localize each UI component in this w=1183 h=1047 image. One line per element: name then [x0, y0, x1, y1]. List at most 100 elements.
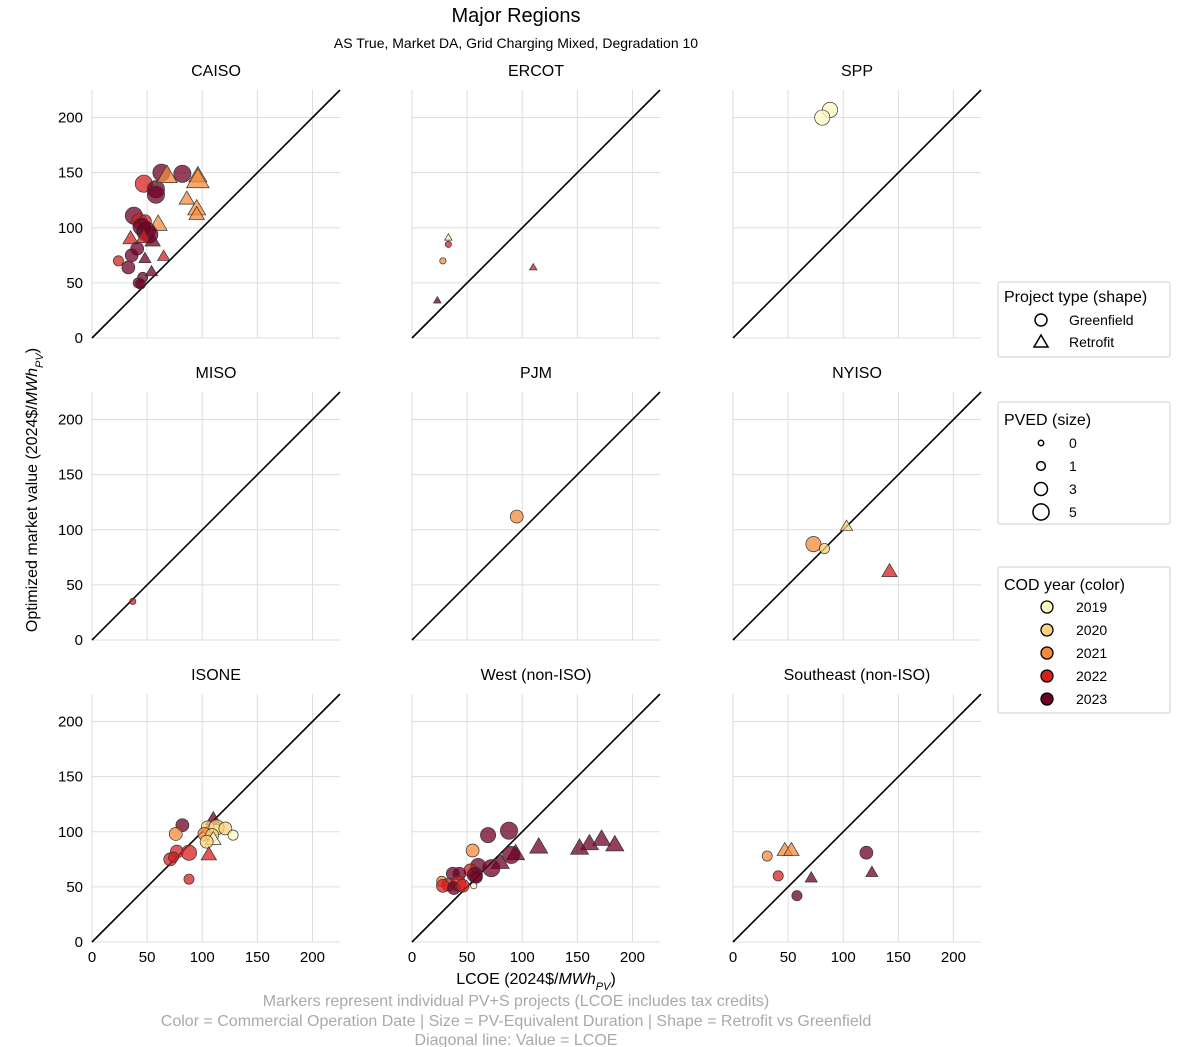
- data-point-southeast-non-iso-7: [791, 890, 803, 902]
- data-point-pjm-0: [509, 509, 524, 524]
- panel-title-caiso: CAISO: [191, 63, 241, 80]
- chart-title: Major Regions: [452, 5, 581, 27]
- data-point-isone-10: [199, 834, 214, 849]
- data-point-west-non-iso-1: [480, 827, 497, 844]
- panel-west-non-iso: West (non-ISO) 0 50 100 150 200: [408, 667, 661, 966]
- data-point-southeast-non-iso-0: [761, 850, 773, 862]
- y-tick-label-100: 100: [58, 522, 83, 539]
- data-point-west-non-iso-4: [529, 836, 549, 854]
- data-point-west-non-iso-6: [579, 833, 600, 851]
- legend-title-shape: Project type (shape): [1004, 289, 1147, 306]
- data-point-caiso-2: [173, 164, 192, 183]
- data-point-caiso-20: [122, 230, 139, 245]
- panel-title-isone: ISONE: [191, 667, 241, 684]
- panel-spp: SPP: [732, 63, 982, 339]
- x-tick-label-200: 200: [941, 949, 966, 966]
- y-tick-label-0: 0: [75, 330, 83, 347]
- data-point-caiso-4: [146, 185, 165, 204]
- legend-size-marker-1: [1035, 460, 1047, 472]
- data-point-southeast-non-iso-3: [772, 870, 784, 882]
- data-point-isone-13: [200, 846, 218, 861]
- y-tick-label-0: 0: [75, 934, 83, 951]
- legend-color-marker-2023: [1040, 692, 1054, 706]
- data-point-caiso-8: [178, 190, 196, 205]
- panel-ercot: ERCOT: [411, 63, 661, 339]
- data-point-ercot-4: [432, 295, 442, 304]
- y-tick-label-50: 50: [66, 577, 83, 594]
- legend-color-marker-2019: [1040, 600, 1054, 614]
- x-tick-label-0: 0: [408, 949, 416, 966]
- panel-title-west-non-iso: West (non-ISO): [481, 667, 592, 684]
- data-point-isone-16: [183, 873, 195, 885]
- x-tick-label-200: 200: [620, 949, 645, 966]
- data-point-caiso-18: [135, 228, 153, 244]
- data-point-west-non-iso-9: [502, 845, 521, 864]
- data-point-caiso-22: [124, 248, 139, 263]
- x-tick-label-150: 150: [886, 949, 911, 966]
- legend-size-marker-0: [1037, 439, 1045, 447]
- panel-isone: ISONE 0 50 100 150 200 0 50 100 150 200: [58, 667, 341, 966]
- x-tick-label-150: 150: [565, 949, 590, 966]
- diagonal-line-nyiso: [732, 391, 982, 641]
- diagonal-line-miso: [91, 391, 341, 641]
- legend-color-label-2019: 2019: [1076, 599, 1107, 615]
- y-tick-label-100: 100: [58, 824, 83, 841]
- y-tick-label-100: 100: [58, 220, 83, 237]
- legend-color-label-2022: 2022: [1076, 668, 1107, 684]
- diagonal-line-ercot: [411, 89, 661, 339]
- panel-miso: MISO 0 50 100 150 200: [58, 365, 341, 649]
- diagonal-line-southeast-non-iso: [732, 693, 982, 943]
- data-point-west-non-iso-24: [455, 878, 470, 893]
- legend-color-label-2023: 2023: [1076, 691, 1107, 707]
- x-tick-label-50: 50: [459, 949, 476, 966]
- x-tick-label-0: 0: [88, 949, 96, 966]
- legend-box-shape: [997, 281, 1171, 358]
- panel-pjm: PJM: [411, 365, 661, 641]
- x-tick-label-100: 100: [831, 949, 856, 966]
- data-point-west-non-iso-7: [591, 829, 612, 846]
- data-point-spp-1: [814, 109, 831, 126]
- data-point-isone-8: [227, 829, 239, 841]
- data-point-nyiso-1: [819, 543, 830, 554]
- data-point-west-non-iso-0: [500, 821, 518, 840]
- y-axis-label: Optimized market value (2024$/MWhPV): [24, 348, 46, 632]
- chart-subtitle: AS True, Market DA, Grid Charging Mixed,…: [334, 35, 698, 51]
- data-point-miso-0: [129, 597, 137, 605]
- data-point-west-non-iso-23: [470, 882, 478, 890]
- legend-color-label-2020: 2020: [1076, 622, 1107, 638]
- data-point-ercot-1: [444, 240, 452, 248]
- legend-size-marker-3: [1033, 481, 1049, 497]
- y-tick-label-150: 150: [58, 165, 83, 182]
- panel-title-nyiso: NYISO: [832, 365, 882, 382]
- x-tick-label-100: 100: [190, 949, 215, 966]
- footer-line-1: Markers represent individual PV+S projec…: [263, 993, 769, 1010]
- legend-title-size: PVED (size): [1004, 412, 1091, 429]
- data-point-nyiso-0: [805, 536, 822, 553]
- data-point-isone-1: [168, 827, 183, 841]
- data-point-west-non-iso-17: [469, 870, 483, 884]
- data-point-caiso-30: [135, 278, 146, 290]
- data-point-ercot-3: [528, 262, 538, 271]
- y-tick-label-150: 150: [58, 467, 83, 484]
- panel-nyiso: NYISO: [732, 365, 982, 641]
- panel-southeast-non-iso: Southeast (non-ISO) 0 50 100 150 200: [729, 667, 982, 966]
- data-point-southeast-non-iso-5: [865, 865, 879, 877]
- legend-size-label-0: 0: [1069, 435, 1077, 451]
- data-point-caiso-5: [156, 164, 178, 183]
- panel-title-miso: MISO: [196, 365, 237, 382]
- data-point-southeast-non-iso-2: [783, 841, 800, 856]
- diagonal-line-west-non-iso: [411, 693, 661, 943]
- legend-title-color: COD year (color): [1004, 577, 1125, 594]
- legend-color-marker-2022: [1040, 669, 1054, 683]
- legend-marker-greenfield: [1034, 313, 1048, 327]
- diagonal-line-caiso: [91, 89, 341, 339]
- footer-line-3: Diagonal line: Value = LCOE: [415, 1032, 618, 1047]
- data-point-caiso-19: [144, 232, 161, 247]
- data-point-isone-15: [168, 851, 180, 863]
- data-point-caiso-26: [121, 260, 136, 275]
- footer-line-2: Color = Commercial Operation Date | Size…: [161, 1013, 871, 1030]
- x-tick-label-50: 50: [780, 949, 797, 966]
- data-point-southeast-non-iso-4: [859, 845, 874, 860]
- x-tick-label-50: 50: [139, 949, 156, 966]
